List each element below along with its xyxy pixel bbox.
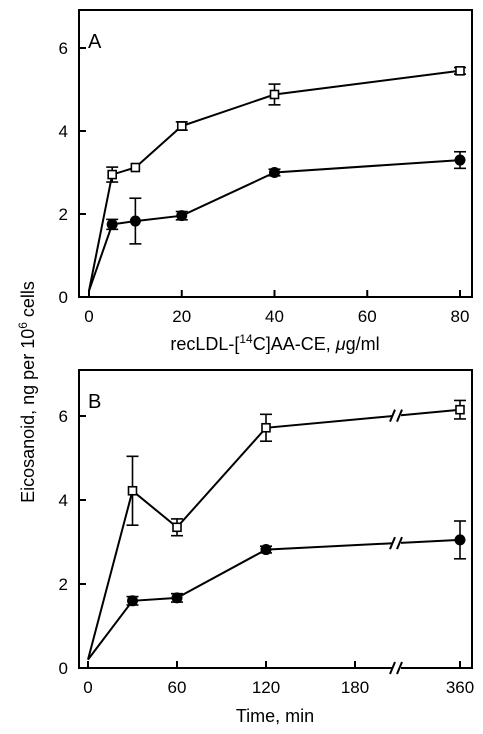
x-axis-break-mark <box>389 661 396 675</box>
panel-a-frame <box>78 9 473 298</box>
panel-b-open-square-point <box>172 522 182 533</box>
panel-a-label: A <box>88 31 102 53</box>
panel-a-y-tick-label: 6 <box>59 39 68 58</box>
panel-a-x-tick-label: 0 <box>84 307 93 326</box>
panel-b-series-1-line <box>87 538 461 661</box>
panel-a-open-square-point <box>107 169 117 180</box>
panel-b-x-tick-label: 0 <box>83 678 92 697</box>
panel-b-y-tick-label: 0 <box>59 659 68 678</box>
panel-a-filled-circle-point <box>176 210 188 222</box>
panel-a-series-0-line <box>88 69 461 291</box>
panel-b-filled-circle-point <box>260 544 272 556</box>
panel-b-y-tick-label: 6 <box>59 407 68 426</box>
panel-b-y-tick-label: 2 <box>59 575 68 594</box>
panel-a: A recLDL-[14C]AA-CE, μg/ml 0 20 40 60 80 0 2 4 6 <box>59 9 473 354</box>
series-1-break-mark <box>396 536 403 550</box>
panel-a-filled-circle-point <box>106 218 118 230</box>
panel-a-x-axis-label: recLDL-[14C]AA-CE, μg/ml <box>170 332 379 354</box>
panel-b-y-tick-label: 4 <box>59 491 68 510</box>
series-1-break-gap <box>392 535 401 552</box>
panel-a-y-tick-label: 4 <box>59 122 68 141</box>
panel-a-x-tick-label: 20 <box>172 307 191 326</box>
panel-b-open-square-point <box>261 422 271 433</box>
panel-b-x-tick-label: 180 <box>341 678 369 697</box>
panel-a-x-tick-label: 60 <box>358 307 377 326</box>
series-0-break-mark <box>389 409 396 423</box>
panel-a-open-square-point <box>269 89 280 100</box>
x-axis-break-gap <box>392 660 401 676</box>
panel-a-series-1-line <box>88 159 461 292</box>
panel-b-label: B <box>88 391 101 413</box>
panel-b-x-tick-label: 60 <box>168 678 187 697</box>
panel-a-y-tick-label: 0 <box>59 288 68 307</box>
series-1-break-mark <box>389 536 396 550</box>
panel-b-x-tick-label: 120 <box>252 678 280 697</box>
panel-a-open-square-point <box>176 121 187 131</box>
panel-b: B Time, min 0 60 120 180 360 0 2 4 6 <box>59 369 474 726</box>
panel-a-filled-circle-point <box>454 154 466 166</box>
panel-b-series-0-line <box>87 408 461 660</box>
y-axis-label: Eicosanoid, ng per 106 cells <box>16 281 38 503</box>
panel-b-x-tick-label: 360 <box>446 678 474 697</box>
panel-a-open-square-point <box>455 66 465 76</box>
panel-a-x-tick-label: 80 <box>451 307 470 326</box>
panel-a-filled-circle-point <box>129 215 141 227</box>
panel-b-frame <box>78 369 473 669</box>
panel-b-x-axis-label: Time, min <box>236 706 314 726</box>
panel-a-x-tick-label: 40 <box>265 307 284 326</box>
panel-a-y-tick-label: 2 <box>59 205 68 224</box>
series-0-break-mark <box>396 409 403 423</box>
panel-a-filled-circle-point <box>269 167 280 178</box>
panel-b-filled-circle-point <box>454 534 466 546</box>
panel-b-open-square-point <box>455 404 465 415</box>
series-0-break-gap <box>392 407 401 424</box>
panel-b-filled-circle-point <box>171 592 183 604</box>
panel-b-open-square-point <box>127 485 138 496</box>
x-axis-break-mark <box>396 661 403 675</box>
panel-b-filled-circle-point <box>127 595 138 607</box>
panel-a-open-square-point <box>130 162 141 173</box>
